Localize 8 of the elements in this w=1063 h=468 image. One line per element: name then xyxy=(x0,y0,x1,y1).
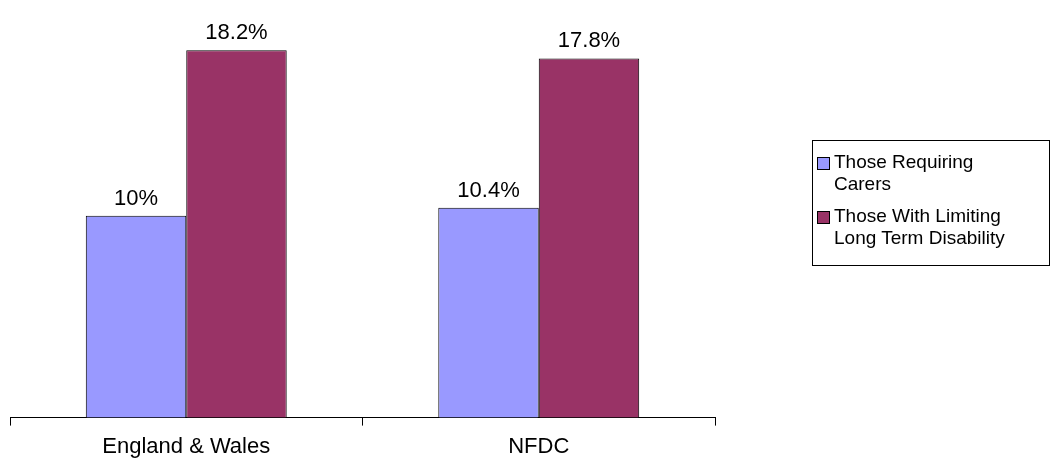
x-tick-label: England & Wales xyxy=(102,432,271,458)
data-label: 18.2% xyxy=(205,19,268,45)
legend-label: Those With Limiting Long Term Disability xyxy=(834,205,1006,249)
x-tick-label: NFDC xyxy=(508,432,570,458)
data-label: 10% xyxy=(114,184,159,210)
data-label: 17.8% xyxy=(557,27,621,53)
legend-label: Those Requiring Carers xyxy=(834,151,975,195)
data-label: 10.4% xyxy=(457,176,520,202)
